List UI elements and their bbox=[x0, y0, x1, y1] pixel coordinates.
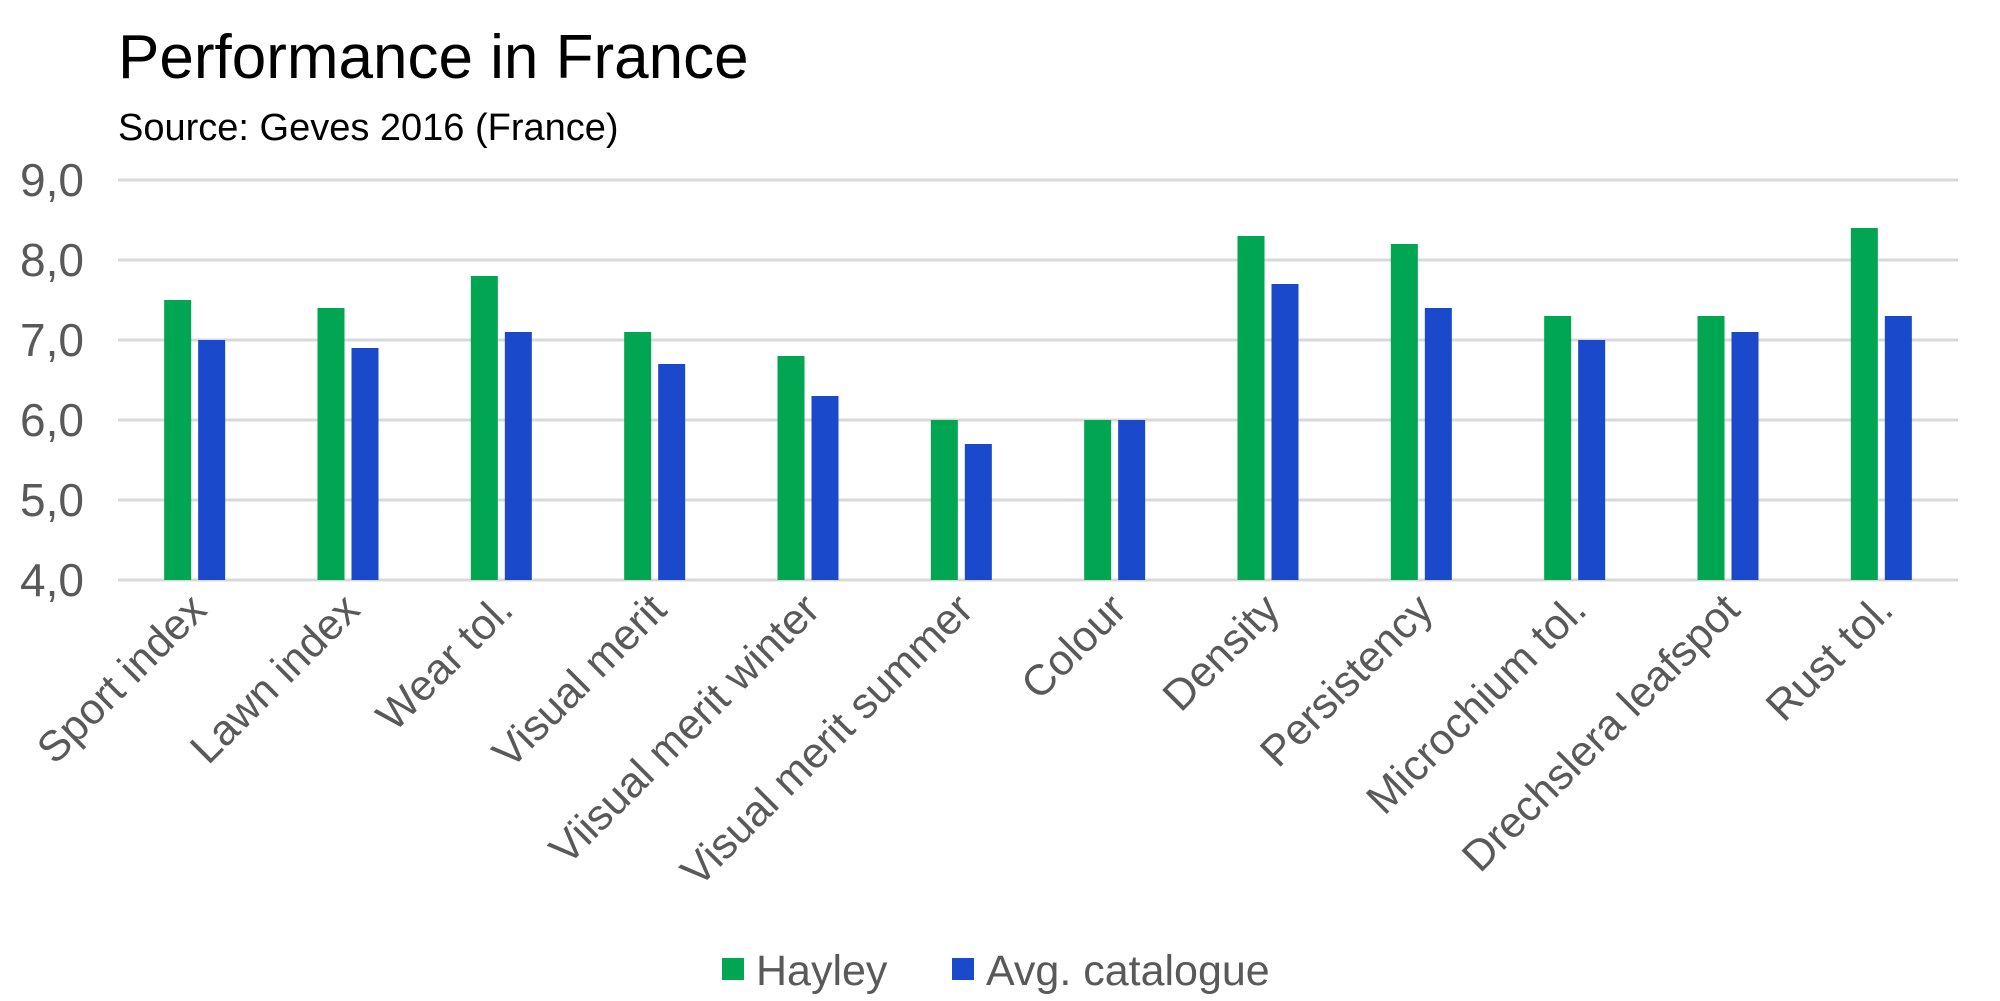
bar-avg-catalogue-2 bbox=[504, 332, 532, 580]
bar-avg-catalogue-7 bbox=[1271, 284, 1299, 580]
bar-avg-catalogue-4 bbox=[811, 396, 839, 580]
bar-avg-catalogue-9 bbox=[1578, 340, 1606, 580]
bar-avg-catalogue-10 bbox=[1731, 332, 1759, 580]
y-tick-label: 6,0 bbox=[20, 394, 84, 446]
x-tick-label: Rust tol. bbox=[1757, 585, 1902, 730]
bar-avg-catalogue-6 bbox=[1118, 420, 1146, 580]
bar-hayley-6 bbox=[1084, 420, 1112, 580]
bars bbox=[164, 228, 1912, 580]
bar-hayley-8 bbox=[1390, 244, 1418, 580]
bar-hayley-2 bbox=[470, 276, 498, 580]
bar-hayley-7 bbox=[1237, 236, 1265, 580]
legend: Hayley Avg. catalogue bbox=[722, 947, 1270, 995]
bar-avg-catalogue-5 bbox=[964, 444, 992, 580]
legend-swatch bbox=[952, 958, 974, 980]
y-axis-ticks: 4,0 5,0 6,0 7,0 8,0 9,0 bbox=[20, 154, 84, 606]
y-tick-label: 4,0 bbox=[20, 554, 84, 606]
bar-hayley-1 bbox=[317, 308, 345, 580]
bar-hayley-9 bbox=[1544, 316, 1572, 580]
gridlines bbox=[118, 178, 1958, 582]
y-tick-label: 5,0 bbox=[20, 474, 84, 526]
bar-hayley-11 bbox=[1850, 228, 1878, 580]
x-tick-label: Drechslera leafspot bbox=[1453, 585, 1749, 881]
y-tick-label: 7,0 bbox=[20, 314, 84, 366]
x-tick-label: Wear tol. bbox=[367, 585, 522, 740]
bar-avg-catalogue-1 bbox=[351, 348, 379, 580]
chart-subtitle: Source: Geves 2016 (France) bbox=[118, 107, 619, 149]
x-tick-label: Viisual merit winter bbox=[541, 585, 830, 874]
legend-label: Hayley bbox=[756, 947, 888, 995]
bar-hayley-4 bbox=[777, 356, 805, 580]
x-tick-label: Colour bbox=[1012, 585, 1136, 709]
bar-avg-catalogue-11 bbox=[1884, 316, 1912, 580]
y-tick-label: 9,0 bbox=[20, 154, 84, 206]
legend-swatch bbox=[722, 958, 744, 980]
x-tick-label: Density bbox=[1154, 585, 1290, 721]
bar-hayley-3 bbox=[624, 332, 652, 580]
x-tick-label: Visual merit summer bbox=[672, 585, 982, 895]
legend-label: Avg. catalogue bbox=[986, 947, 1270, 995]
y-tick-label: 8,0 bbox=[20, 234, 84, 286]
chart-title: Performance in France bbox=[118, 23, 749, 92]
bar-avg-catalogue-8 bbox=[1424, 308, 1452, 580]
bar-avg-catalogue-0 bbox=[198, 340, 226, 580]
bar-avg-catalogue-3 bbox=[658, 364, 686, 580]
bar-hayley-10 bbox=[1697, 316, 1725, 580]
bar-hayley-5 bbox=[930, 420, 958, 580]
bar-hayley-0 bbox=[164, 300, 192, 580]
